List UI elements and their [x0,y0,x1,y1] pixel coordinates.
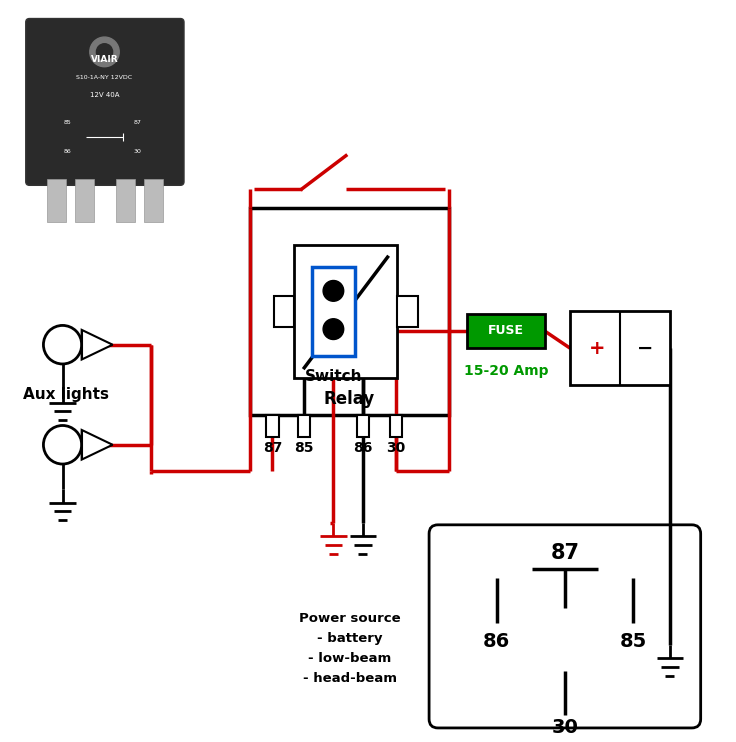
Text: 85: 85 [294,441,314,455]
Circle shape [96,44,113,60]
Text: 85: 85 [64,119,71,125]
Bar [397,296,418,327]
Text: 15-20 Amp: 15-20 Amp [464,364,548,378]
Text: Relay: Relay [324,390,375,408]
Bar [297,415,311,437]
Bar [116,180,135,223]
Text: 30: 30 [386,441,406,455]
Text: −: − [637,339,653,358]
Circle shape [90,37,119,67]
Circle shape [43,425,82,464]
Circle shape [323,319,344,340]
Bar [294,245,397,378]
Text: 87: 87 [263,441,282,455]
Text: 85: 85 [619,632,647,651]
Text: 30: 30 [134,149,141,154]
Text: 30: 30 [551,718,578,737]
Text: 86: 86 [64,149,71,154]
Bar [390,415,403,437]
Bar [467,314,545,349]
Bar [47,180,66,223]
Polygon shape [82,330,113,360]
Bar [75,180,94,223]
Bar [266,415,278,437]
Text: S10-1A-NY 12VDC: S10-1A-NY 12VDC [77,76,132,80]
Text: 86: 86 [483,632,511,651]
FancyBboxPatch shape [46,22,163,82]
Text: VIAIR: VIAIR [91,55,118,64]
FancyBboxPatch shape [26,19,184,186]
Text: 87: 87 [551,542,579,562]
Circle shape [43,326,82,364]
Text: 12V 40A: 12V 40A [90,92,119,98]
Bar [250,208,449,415]
Bar [312,267,355,356]
Text: 87: 87 [134,119,141,125]
Text: 86: 86 [353,441,372,455]
Text: Aux lights: Aux lights [24,387,109,402]
Bar [356,415,369,437]
FancyBboxPatch shape [429,525,701,728]
Circle shape [323,280,344,301]
Polygon shape [82,430,113,459]
Text: Power source
- battery
- low-beam
- head-beam: Power source - battery - low-beam - head… [299,611,400,685]
Text: +: + [589,339,606,358]
Text: Switch: Switch [305,370,362,384]
Bar [144,180,163,223]
Bar [274,296,294,327]
Bar [570,312,670,385]
Text: FUSE: FUSE [488,324,524,338]
